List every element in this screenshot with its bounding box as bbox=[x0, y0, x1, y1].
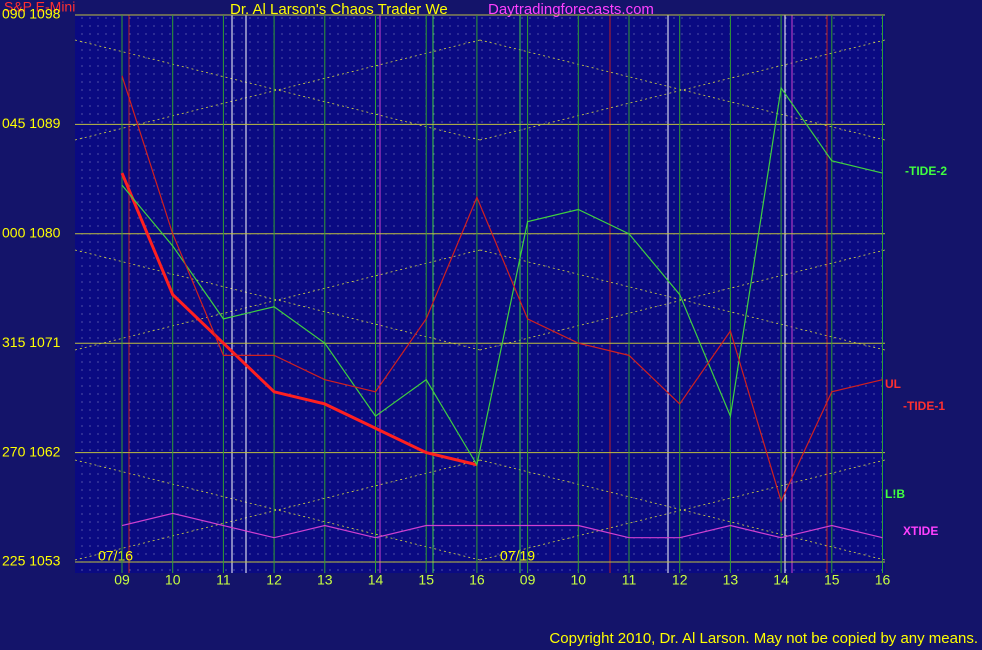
x-tick-label: 16 bbox=[469, 572, 485, 588]
chart-title: Dr. Al Larson's Chaos Trader We bbox=[230, 1, 448, 18]
y-tick-label: 090 1098 bbox=[2, 6, 61, 22]
date-label: 07/16 bbox=[98, 548, 133, 564]
x-tick-label: 10 bbox=[571, 572, 587, 588]
x-tick-label: 12 bbox=[672, 572, 688, 588]
site-name: Daytradingforecasts.com bbox=[488, 1, 654, 18]
x-tick-label: 13 bbox=[317, 572, 333, 588]
x-tick-label: 14 bbox=[773, 572, 789, 588]
series-line bbox=[121, 75, 883, 503]
series-line bbox=[121, 86, 883, 467]
annotation: UL bbox=[885, 377, 901, 391]
vertical-lines bbox=[128, 15, 828, 573]
x-tick-label: 11 bbox=[622, 572, 637, 588]
copyright: Copyright 2010, Dr. Al Larson. May not b… bbox=[549, 630, 978, 647]
x-tick-label: 09 bbox=[114, 572, 130, 588]
annotation: -TIDE-1 bbox=[903, 399, 945, 413]
y-tick-label: 045 1089 bbox=[2, 115, 61, 131]
x-tick-label: 11 bbox=[216, 572, 231, 588]
annotation: -TIDE-2 bbox=[905, 164, 947, 178]
y-tick-label: 225 1053 bbox=[2, 553, 61, 569]
date-label: 07/19 bbox=[500, 548, 535, 564]
y-tick-label: 270 1062 bbox=[2, 443, 61, 459]
x-tick-label: 15 bbox=[418, 572, 434, 588]
annotation: XTIDE bbox=[903, 524, 938, 538]
annotation: L!B bbox=[885, 487, 905, 501]
y-tick-label: 000 1080 bbox=[2, 225, 61, 241]
x-tick-label: 13 bbox=[723, 572, 739, 588]
series-line bbox=[120, 172, 478, 467]
subtitle: S&P E-Mini bbox=[4, 0, 75, 15]
x-tick-label: 15 bbox=[824, 572, 840, 588]
y-tick-label: 315 1071 bbox=[2, 334, 61, 350]
x-tick-label: 10 bbox=[165, 572, 181, 588]
x-tick-label: 09 bbox=[520, 572, 536, 588]
series-line bbox=[121, 512, 883, 539]
x-tick-label: 12 bbox=[266, 572, 282, 588]
x-tick-label: 14 bbox=[368, 572, 384, 588]
x-tick-label: 16 bbox=[875, 572, 891, 588]
plot-texture bbox=[75, 15, 885, 573]
